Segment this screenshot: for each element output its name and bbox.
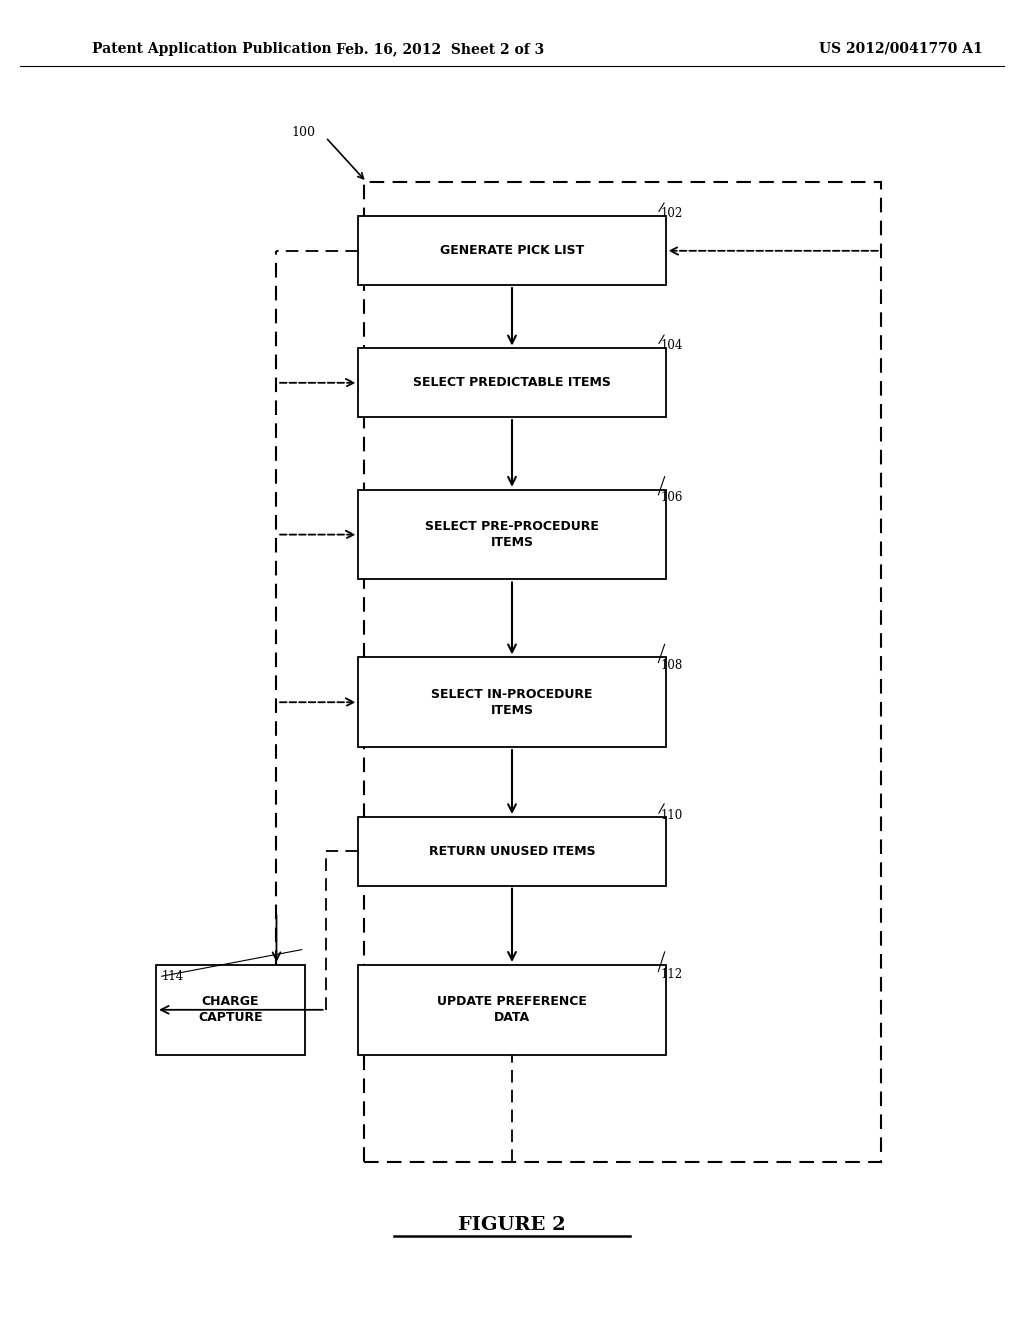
Text: SELECT IN-PROCEDURE
ITEMS: SELECT IN-PROCEDURE ITEMS — [431, 688, 593, 717]
Text: Patent Application Publication: Patent Application Publication — [92, 42, 332, 55]
Text: SELECT PREDICTABLE ITEMS: SELECT PREDICTABLE ITEMS — [413, 376, 611, 389]
Text: CHARGE
CAPTURE: CHARGE CAPTURE — [198, 995, 263, 1024]
FancyBboxPatch shape — [358, 817, 666, 886]
Text: Feb. 16, 2012  Sheet 2 of 3: Feb. 16, 2012 Sheet 2 of 3 — [336, 42, 545, 55]
FancyBboxPatch shape — [358, 657, 666, 747]
Text: FIGURE 2: FIGURE 2 — [458, 1216, 566, 1234]
Text: GENERATE PICK LIST: GENERATE PICK LIST — [440, 244, 584, 257]
Text: RETURN UNUSED ITEMS: RETURN UNUSED ITEMS — [429, 845, 595, 858]
FancyBboxPatch shape — [358, 348, 666, 417]
FancyBboxPatch shape — [358, 216, 666, 285]
Text: 104: 104 — [660, 339, 683, 352]
Text: US 2012/0041770 A1: US 2012/0041770 A1 — [819, 42, 983, 55]
FancyBboxPatch shape — [157, 965, 305, 1055]
Text: 108: 108 — [660, 659, 683, 672]
Text: 112: 112 — [660, 968, 683, 981]
Text: 114: 114 — [162, 970, 184, 983]
Text: 100: 100 — [292, 125, 315, 139]
FancyBboxPatch shape — [358, 490, 666, 579]
Text: SELECT PRE-PROCEDURE
ITEMS: SELECT PRE-PROCEDURE ITEMS — [425, 520, 599, 549]
Text: 106: 106 — [660, 491, 683, 504]
FancyBboxPatch shape — [358, 965, 666, 1055]
Text: 110: 110 — [660, 809, 683, 822]
Text: 102: 102 — [660, 207, 683, 220]
Text: UPDATE PREFERENCE
DATA: UPDATE PREFERENCE DATA — [437, 995, 587, 1024]
